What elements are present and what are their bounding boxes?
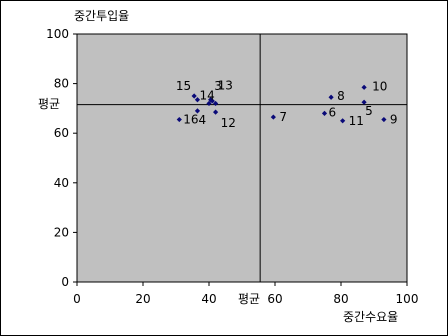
data-point (361, 84, 367, 90)
x-mean-label: 평균 (238, 292, 260, 306)
point-label: 3 (214, 79, 222, 93)
x-tick-label: 100 (396, 292, 419, 306)
data-point (321, 110, 328, 116)
data-point (270, 114, 276, 120)
data-point (340, 118, 346, 124)
data-point (361, 99, 367, 105)
point-label: 7 (279, 110, 287, 124)
data-point (191, 93, 197, 99)
data-points: 3 4 5 6 7 8 9 10 11 12 13 14 15 16 (176, 79, 398, 130)
data-point (381, 116, 387, 123)
y-tick-label: 0 (61, 275, 69, 289)
point-label: 11 (349, 114, 364, 128)
y-tick-label: 100 (46, 27, 69, 41)
data-point (213, 100, 219, 107)
x-axis-title: 중간수요율 (343, 310, 398, 324)
point-label: 6 (329, 105, 337, 119)
data-point (194, 108, 201, 114)
x-tick-label: 60 (267, 292, 282, 306)
plot-area (76, 33, 408, 283)
y-tick-label: 80 (54, 77, 69, 91)
data-point (213, 109, 219, 115)
x-tick-label: 0 (73, 292, 81, 306)
y-tick-label: 60 (54, 126, 69, 140)
point-label: 8 (337, 89, 345, 103)
point-label: 12 (221, 116, 236, 130)
point-label: 15 (176, 79, 191, 93)
x-tick-label: 20 (135, 292, 150, 306)
point-label: 5 (365, 104, 373, 118)
point-label: 10 (372, 79, 387, 93)
point-label: 16 (183, 113, 198, 127)
data-point (206, 100, 212, 107)
point-label: 14 (199, 89, 214, 103)
point-label: 13 (218, 79, 233, 93)
point-label: 9 (390, 113, 398, 127)
x-tick-label: 80 (333, 292, 348, 306)
y-axis-ticks: 0 20 40 60 80 100 (46, 27, 77, 289)
y-axis-title: 중간투입율 (74, 9, 129, 23)
data-point (176, 116, 182, 123)
y-tick-label: 40 (54, 176, 69, 190)
y-mean-label: 평균 (38, 97, 60, 111)
x-axis-ticks: 0 20 40 60 80 100 (73, 282, 418, 306)
x-tick-label: 40 (201, 292, 216, 306)
data-point (328, 94, 334, 100)
point-label: 4 (198, 113, 206, 127)
y-tick-label: 20 (54, 225, 69, 239)
data-point (194, 97, 201, 103)
data-point (208, 97, 214, 103)
